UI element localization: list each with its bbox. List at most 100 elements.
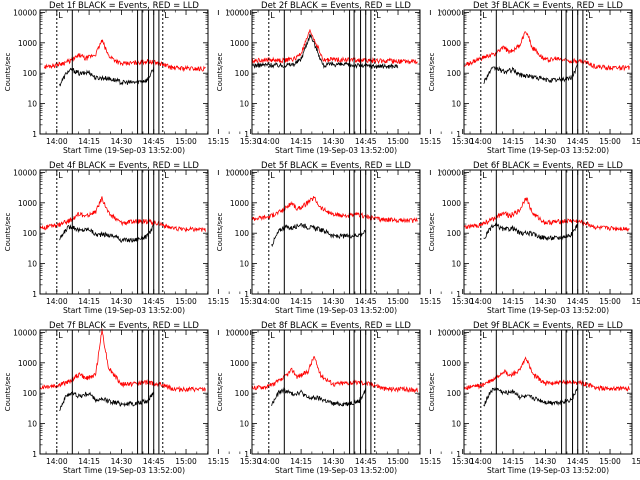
x-tick-label: 14:15 [502, 297, 524, 306]
x-tick-label: 14:45 [567, 457, 589, 466]
detector-panel-6: Det 6f BLACK = Events, RED = LLD Counts/s… [428, 161, 640, 315]
plot-frame [463, 169, 633, 295]
marker-flag-label: L [376, 331, 381, 340]
y-tick-label: 1000 [18, 359, 37, 368]
panel-title: Det 1f BLACK = Events, RED = LLD [49, 1, 199, 11]
y-tick-label: 10000 [225, 328, 249, 337]
x-tick-label: 15:15 [632, 137, 640, 146]
x-tick-label: 14:00 [470, 137, 492, 146]
marker-flag-label: L [270, 11, 275, 20]
plot-frame [39, 329, 209, 455]
events-series-line [483, 222, 579, 241]
plot-frame [39, 9, 209, 135]
y-axis-label: Counts/sec [428, 213, 436, 252]
events-series-line [59, 224, 155, 244]
y-tick-label: 1 [456, 290, 461, 299]
x-tick-label: 14:45 [143, 457, 165, 466]
y-tick-label: 1000 [230, 39, 249, 48]
y-tick-label: 10000 [13, 328, 37, 337]
x-tick-label: 15:00 [387, 137, 409, 146]
y-tick-label: 1 [244, 290, 249, 299]
x-tick-label: 14:15 [78, 457, 100, 466]
marker-flag-label: L [270, 331, 275, 340]
x-axis-label: Start Time (19-Sep-03 13:52:00) [275, 466, 397, 475]
x-tick-label: 15:30 [452, 457, 474, 466]
x-axis-label: Start Time (19-Sep-03 13:52:00) [63, 466, 185, 475]
lld-series-line [463, 356, 630, 392]
lld-series-line [251, 355, 418, 394]
y-tick-label: 1 [244, 130, 249, 139]
x-tick-label: 14:15 [502, 137, 524, 146]
panel-title: Det 4f BLACK = Events, RED = LLD [49, 161, 199, 171]
y-tick-label: 100 [235, 69, 250, 78]
y-axis-label: Counts/sec [4, 213, 12, 252]
y-tick-label: 100 [447, 389, 462, 398]
marker-flag-label: L [588, 11, 593, 20]
x-tick-label: 15:00 [599, 457, 621, 466]
detector-panel-2: Det 2f BLACK = Events, RED = LLD Counts/s… [216, 1, 474, 155]
x-tick-label: 15:15 [632, 457, 640, 466]
x-tick-label: 14:15 [290, 457, 312, 466]
lld-series-line [39, 328, 206, 393]
x-tick-label: 14:15 [290, 137, 312, 146]
panel-title: Det 7f BLACK = Events, RED = LLD [49, 321, 199, 331]
x-tick-label: 15:30 [240, 457, 262, 466]
x-axis-label: Start Time (19-Sep-03 13:52:00) [275, 146, 397, 155]
y-tick-label: 10000 [225, 168, 249, 177]
detector-panel-1: Det 1f BLACK = Events, RED = LLD Counts/s… [4, 1, 262, 155]
y-tick-label: 10 [27, 100, 37, 109]
y-tick-label: 1000 [18, 199, 37, 208]
marker-flag-label: L [270, 171, 275, 180]
x-tick-label: 14:15 [78, 137, 100, 146]
x-tick-label: 14:00 [46, 457, 68, 466]
y-tick-label: 1 [456, 450, 461, 459]
y-tick-label: 100 [23, 229, 38, 238]
lld-series-line [251, 196, 418, 224]
y-tick-label: 10000 [437, 168, 461, 177]
y-tick-label: 10000 [225, 8, 249, 17]
x-tick-label: 15:00 [175, 137, 197, 146]
y-tick-label: 100 [447, 229, 462, 238]
marker-flag-label: L [164, 171, 169, 180]
y-tick-label: 10 [239, 100, 249, 109]
y-tick-label: 10 [239, 420, 249, 429]
x-tick-label: 14:45 [143, 137, 165, 146]
events-series-line [251, 33, 399, 70]
plot-frame [251, 9, 421, 135]
y-tick-label: 1 [32, 290, 37, 299]
y-axis-label: Counts/sec [216, 53, 224, 92]
x-tick-label: 15:15 [420, 457, 442, 466]
y-tick-label: 10000 [13, 8, 37, 17]
detector-panel-8: Det 8f BLACK = Events, RED = LLD Counts/s… [216, 321, 474, 475]
x-tick-label: 14:30 [535, 137, 557, 146]
events-series-line [59, 390, 155, 412]
events-series-line [483, 64, 578, 84]
detector-panel-4: Det 4f BLACK = Events, RED = LLD Counts/s… [4, 161, 262, 315]
x-axis-label: Start Time (19-Sep-03 13:52:00) [487, 146, 609, 155]
x-tick-label: 14:30 [535, 297, 557, 306]
x-axis-label: Start Time (19-Sep-03 13:52:00) [487, 306, 609, 315]
x-tick-label: 14:00 [258, 457, 280, 466]
x-tick-label: 15:30 [240, 137, 262, 146]
y-axis-label: Counts/sec [216, 373, 224, 412]
events-series-line [271, 387, 367, 407]
x-tick-label: 14:00 [470, 457, 492, 466]
y-tick-label: 10 [239, 260, 249, 269]
x-axis-label: Start Time (19-Sep-03 13:52:00) [63, 306, 185, 315]
events-series-line [271, 223, 367, 248]
y-tick-label: 10 [27, 420, 37, 429]
plot-frame [251, 169, 421, 295]
y-axis-label: Counts/sec [428, 53, 436, 92]
x-tick-label: 14:15 [502, 457, 524, 466]
plot-frame [463, 9, 633, 135]
y-tick-label: 1000 [230, 199, 249, 208]
x-axis-label: Start Time (19-Sep-03 13:52:00) [487, 466, 609, 475]
x-tick-label: 15:00 [599, 297, 621, 306]
lld-series-line [463, 31, 630, 72]
x-tick-label: 15:15 [208, 137, 230, 146]
x-axis-label: Start Time (19-Sep-03 13:52:00) [63, 146, 185, 155]
marker-flag-label: L [482, 331, 487, 340]
y-axis-label: Counts/sec [4, 373, 12, 412]
panel-title: Det 9f BLACK = Events, RED = LLD [473, 321, 623, 331]
